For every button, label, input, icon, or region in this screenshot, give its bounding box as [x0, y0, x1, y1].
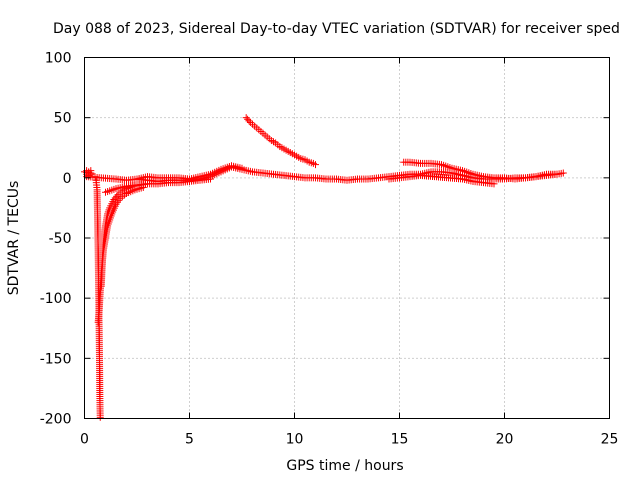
data-point [207, 175, 214, 183]
data-point [238, 164, 246, 172]
data-point [553, 170, 561, 178]
data-point [490, 180, 498, 188]
data-point [312, 161, 319, 169]
data-point [245, 117, 253, 125]
grid [84, 57, 610, 419]
x-tick-label: 0 [80, 432, 89, 448]
y-tick-label: 100 [45, 51, 72, 67]
y-tick-label: -50 [49, 231, 72, 247]
series-decay-arc [242, 114, 319, 169]
data-point [559, 169, 567, 177]
series-upper-band [133, 158, 561, 183]
y-axis-label: SDTVAR / TECUs [6, 181, 22, 296]
y-tick-label: -150 [40, 351, 72, 367]
y-tick-label: 0 [63, 171, 72, 187]
y-tick-label: 50 [54, 111, 72, 127]
data-points [81, 114, 567, 421]
axis-ticks [84, 57, 610, 419]
x-tick-label: 15 [391, 432, 409, 448]
x-tick-labels: 0 5 10 15 20 25 [80, 432, 618, 448]
x-tick-label: 25 [601, 432, 619, 448]
y-tick-label: -200 [40, 412, 72, 428]
y-tick-label: -100 [40, 291, 72, 307]
data-point [87, 169, 95, 177]
chart-title: Day 088 of 2023, Sidereal Day-to-day VTE… [53, 21, 620, 37]
x-tick-label: 5 [185, 432, 194, 448]
x-axis-label: GPS time / hours [286, 458, 403, 474]
series-start-cluster [83, 167, 95, 179]
y-tick-labels: -200 -150 -100 -50 0 50 100 [40, 51, 72, 428]
x-tick-label: 20 [496, 432, 514, 448]
data-point [96, 413, 104, 421]
x-tick-label: 10 [286, 432, 304, 448]
series-early-dip-arc [91, 173, 151, 421]
plot-frame [84, 57, 610, 419]
series-lower-band [102, 171, 498, 196]
